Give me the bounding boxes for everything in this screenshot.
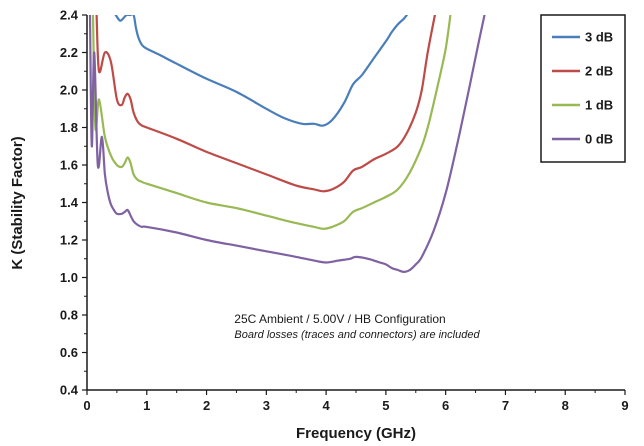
x-tick-label: 0 <box>83 398 90 413</box>
x-tick-label: 8 <box>562 398 569 413</box>
x-tick-label: 7 <box>502 398 509 413</box>
x-tick-label: 6 <box>442 398 449 413</box>
series-line-1-db <box>91 15 452 230</box>
y-tick-label: 1.2 <box>60 233 78 248</box>
legend-label-3-db: 3 dB <box>585 30 613 45</box>
x-tick-label: 9 <box>621 398 628 413</box>
legend-label-2-db: 2 dB <box>585 64 613 79</box>
y-tick-label: 1.4 <box>60 195 79 210</box>
annotation-board-losses: Board losses (traces and connectors) are… <box>234 329 480 341</box>
y-tick-label: 0.6 <box>60 345 78 360</box>
series-line-0-db <box>88 15 486 273</box>
x-tick-label: 4 <box>322 398 330 413</box>
y-tick-label: 2.4 <box>60 8 79 23</box>
legend: 3 dB 2 dB 1 dB 0 dB <box>540 14 626 163</box>
x-tick-label: 1 <box>143 398 150 413</box>
y-tick-label: 0.8 <box>60 308 78 323</box>
legend-label-0-db: 0 dB <box>585 132 613 147</box>
y-tick-label: 1.0 <box>60 270 78 285</box>
y-axis-title: K (Stability Factor) <box>9 136 26 269</box>
series-line-3-db <box>114 15 408 127</box>
x-tick-label: 3 <box>263 398 270 413</box>
y-tick-label: 1.6 <box>60 158 78 173</box>
annotation-conditions: 25C Ambient / 5.00V / HB Configuration <box>234 312 445 326</box>
series-lines <box>88 15 486 273</box>
x-tick-label: 2 <box>203 398 210 413</box>
y-tick-label: 2.0 <box>60 83 78 98</box>
y-tick-label: 0.4 <box>60 383 79 398</box>
series-line-2-db <box>95 15 436 193</box>
y-tick-label: 1.8 <box>60 120 78 135</box>
y-tick-label: 2.2 <box>60 45 78 60</box>
x-tick-label: 5 <box>382 398 389 413</box>
legend-box <box>540 14 626 163</box>
legend-label-1-db: 1 dB <box>585 98 613 113</box>
axes <box>82 14 626 395</box>
x-axis-title: Frequency (GHz) <box>296 425 416 442</box>
tick-labels: 0.4 0.6 0.8 1.0 1.2 1.4 1.6 1.8 2.0 2.2 2.4 0 1 2 3 4 5 6… <box>60 8 629 414</box>
